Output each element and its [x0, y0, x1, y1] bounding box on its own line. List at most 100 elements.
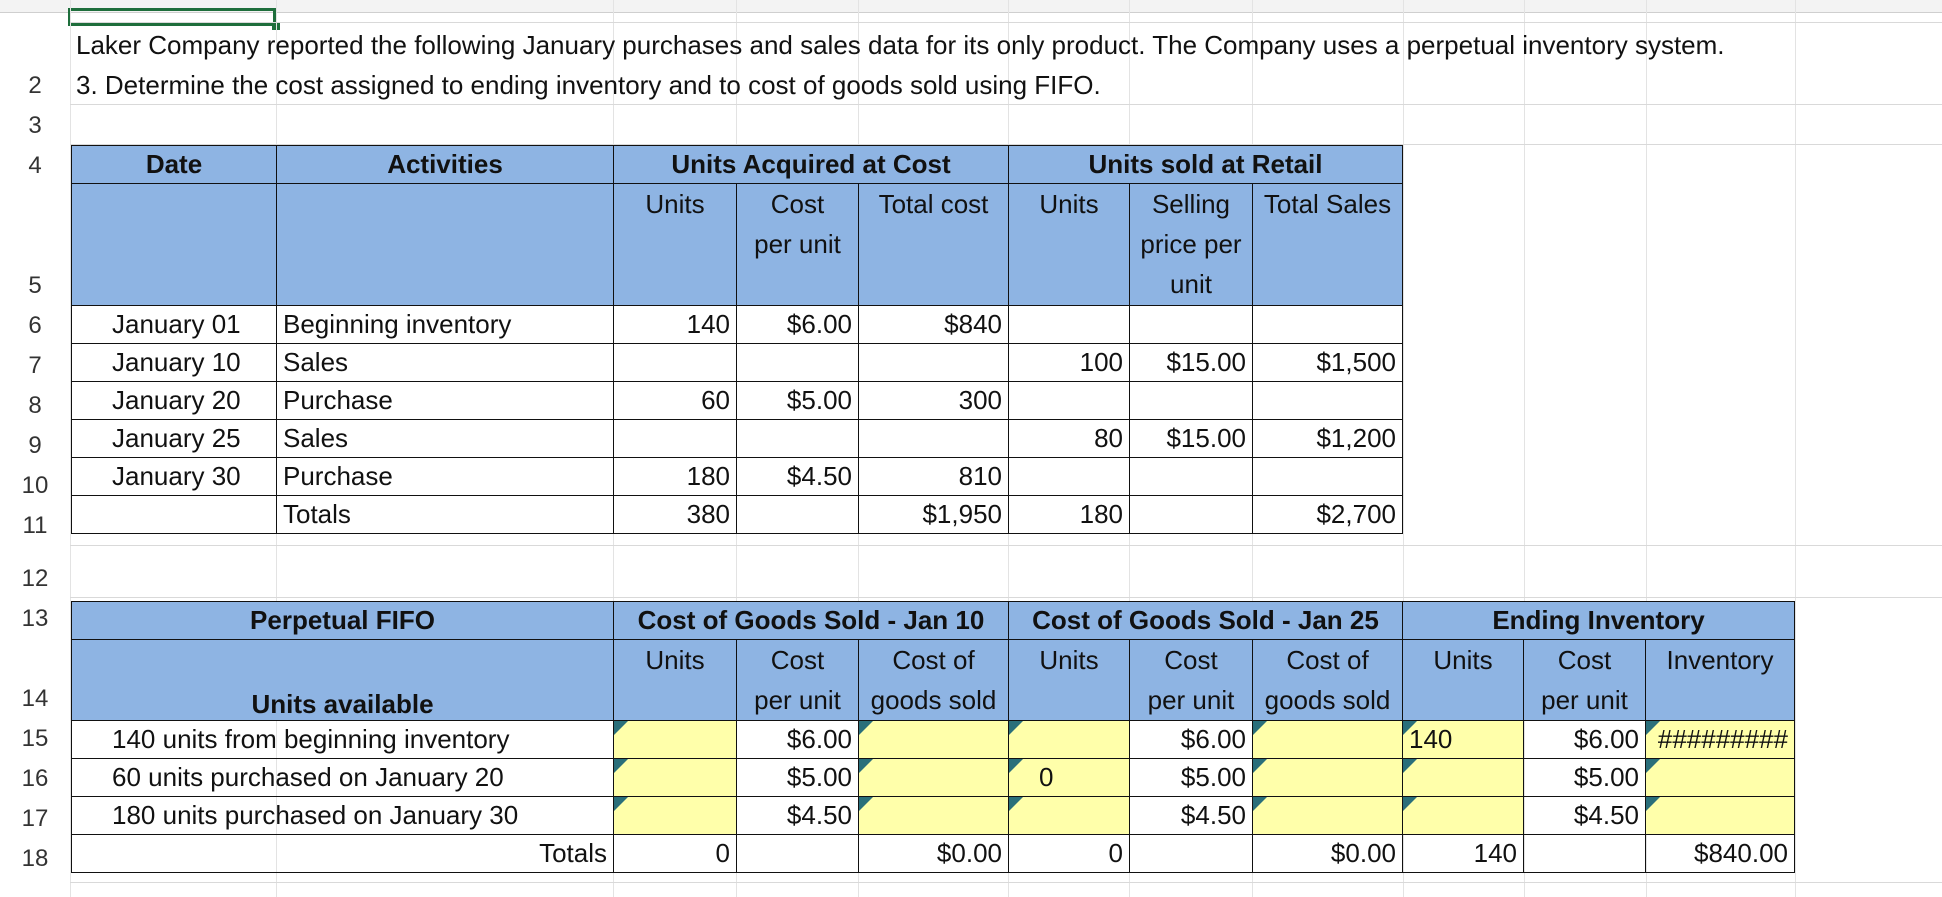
- cell-sold-units[interactable]: [1008, 381, 1130, 420]
- cell-units[interactable]: [613, 343, 737, 382]
- cell-blank[interactable]: [1523, 834, 1646, 873]
- cell-sold-units[interactable]: [1008, 305, 1130, 344]
- cell-price[interactable]: [1129, 495, 1253, 534]
- cell-cogs10-cost[interactable]: $6.00: [736, 720, 859, 759]
- input-cogs25-cogs[interactable]: [1252, 720, 1403, 759]
- cell-cogs25-cost[interactable]: $5.00: [1129, 758, 1253, 797]
- cell-ei-units-total[interactable]: 140: [1402, 834, 1524, 873]
- cell-date[interactable]: January 30: [71, 457, 277, 496]
- cell-date[interactable]: January 10: [71, 343, 277, 382]
- row-header[interactable]: 4: [28, 152, 42, 179]
- cell-ei-inventory-total[interactable]: $840.00: [1645, 834, 1795, 873]
- row-header[interactable]: 10: [21, 472, 49, 499]
- input-cogs10-cogs[interactable]: [858, 758, 1009, 797]
- cell-units[interactable]: [613, 419, 737, 458]
- cell-cogs10-units-total[interactable]: 0: [613, 834, 737, 873]
- cell-activity[interactable]: Sales: [276, 419, 614, 458]
- cell-sold-units[interactable]: [1008, 457, 1130, 496]
- cell-date[interactable]: January 20: [71, 381, 277, 420]
- cell-sold-units[interactable]: 180: [1008, 495, 1130, 534]
- cell-activity[interactable]: Beginning inventory: [276, 305, 614, 344]
- cell-cogs25-cost[interactable]: $6.00: [1129, 720, 1253, 759]
- cell-activity[interactable]: Purchase: [276, 381, 614, 420]
- cell-date[interactable]: January 01: [71, 305, 277, 344]
- input-ei-inventory[interactable]: #########: [1645, 720, 1795, 759]
- row-header[interactable]: 11: [22, 512, 48, 539]
- row-header[interactable]: 3: [28, 112, 42, 139]
- cell-cogs10-cogs-total[interactable]: $0.00: [858, 834, 1009, 873]
- cell-cost[interactable]: [736, 495, 859, 534]
- cell-cost[interactable]: [736, 343, 859, 382]
- cell-ei-cost[interactable]: $4.50: [1523, 796, 1646, 835]
- row-header[interactable]: 16: [21, 765, 49, 792]
- input-cogs10-units[interactable]: [613, 796, 737, 835]
- row-header[interactable]: 12: [21, 565, 49, 592]
- cell-total[interactable]: $1,950: [858, 495, 1009, 534]
- cell-units[interactable]: 180: [613, 457, 737, 496]
- row-header[interactable]: 18: [21, 845, 49, 872]
- cell-total[interactable]: $840: [858, 305, 1009, 344]
- row-header[interactable]: 8: [28, 392, 42, 419]
- cell-price[interactable]: $15.00: [1129, 419, 1253, 458]
- input-cogs25-units[interactable]: [1008, 720, 1130, 759]
- input-cogs25-cogs[interactable]: [1252, 758, 1403, 797]
- cell-cost[interactable]: $6.00: [736, 305, 859, 344]
- cell-sold-units[interactable]: 80: [1008, 419, 1130, 458]
- cell-blank[interactable]: [736, 834, 859, 873]
- row-header[interactable]: 9: [28, 432, 42, 459]
- cell-price[interactable]: [1129, 305, 1253, 344]
- cell-price[interactable]: $15.00: [1129, 343, 1253, 382]
- cell-total[interactable]: 300: [858, 381, 1009, 420]
- input-cogs10-units[interactable]: [613, 720, 737, 759]
- row-header[interactable]: 6: [28, 312, 42, 339]
- cell-total[interactable]: [858, 343, 1009, 382]
- cell-cogs25-cogs-total[interactable]: $0.00: [1252, 834, 1403, 873]
- input-ei-units[interactable]: [1402, 758, 1524, 797]
- input-cogs10-cogs[interactable]: [858, 796, 1009, 835]
- cell-cost[interactable]: $4.50: [736, 457, 859, 496]
- cell-sales[interactable]: $1,200: [1252, 419, 1403, 458]
- cell-sales[interactable]: [1252, 381, 1403, 420]
- cell-cogs10-cost[interactable]: $5.00: [736, 758, 859, 797]
- input-cogs25-units[interactable]: [1008, 796, 1130, 835]
- cell-ei-cost[interactable]: $6.00: [1523, 720, 1646, 759]
- cell-sales[interactable]: [1252, 305, 1403, 344]
- cell-sales[interactable]: [1252, 457, 1403, 496]
- cell-cost[interactable]: $5.00: [736, 381, 859, 420]
- cell-price[interactable]: [1129, 381, 1253, 420]
- cell-activity[interactable]: Sales: [276, 343, 614, 382]
- cell-price[interactable]: [1129, 457, 1253, 496]
- cell-total[interactable]: [858, 419, 1009, 458]
- input-cogs10-cogs[interactable]: [858, 720, 1009, 759]
- input-cogs25-units[interactable]: 0: [1008, 758, 1130, 797]
- cell-cogs25-cost[interactable]: $4.50: [1129, 796, 1253, 835]
- cell-cogs25-units-total[interactable]: 0: [1008, 834, 1130, 873]
- row-header[interactable]: 13: [21, 605, 49, 632]
- input-ei-units[interactable]: 140: [1402, 720, 1524, 759]
- input-cogs10-units[interactable]: [613, 758, 737, 797]
- cell-sold-units[interactable]: 100: [1008, 343, 1130, 382]
- cell-totals-label[interactable]: Totals: [71, 834, 614, 873]
- cell-date[interactable]: [71, 495, 277, 534]
- input-ei-units[interactable]: [1402, 796, 1524, 835]
- cell-date[interactable]: January 25: [71, 419, 277, 458]
- cell-activity[interactable]: Purchase: [276, 457, 614, 496]
- cell-sales[interactable]: $1,500: [1252, 343, 1403, 382]
- row-header[interactable]: 14: [21, 685, 49, 712]
- row-header[interactable]: 7: [28, 352, 42, 379]
- cell-activity[interactable]: Totals: [276, 495, 614, 534]
- cell-units[interactable]: 380: [613, 495, 737, 534]
- cell-units-available[interactable]: 60 units purchased on January 20: [71, 758, 614, 797]
- cell-total[interactable]: 810: [858, 457, 1009, 496]
- cell-ei-cost[interactable]: $5.00: [1523, 758, 1646, 797]
- cell-blank[interactable]: [1129, 834, 1253, 873]
- cell-units[interactable]: 60: [613, 381, 737, 420]
- input-ei-inventory[interactable]: [1645, 758, 1795, 797]
- row-header[interactable]: 2: [28, 72, 42, 99]
- cell-cost[interactable]: [736, 419, 859, 458]
- selected-cell[interactable]: [68, 8, 276, 26]
- input-cogs25-cogs[interactable]: [1252, 796, 1403, 835]
- cell-sales[interactable]: $2,700: [1252, 495, 1403, 534]
- cell-units-available[interactable]: 180 units purchased on January 30: [71, 796, 614, 835]
- cell-units-available[interactable]: 140 units from beginning inventory: [71, 720, 614, 759]
